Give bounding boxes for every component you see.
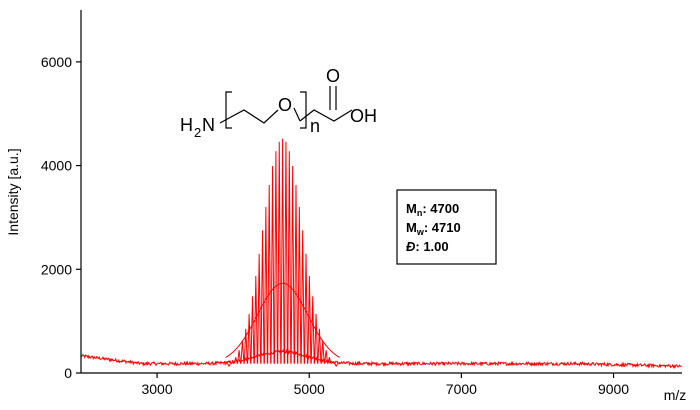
x-tick-label: 7000	[446, 381, 477, 397]
spectrum-peak	[287, 151, 292, 364]
spectrum-peak	[320, 340, 325, 364]
spectrum-peak	[247, 313, 252, 364]
spectrum-peak	[237, 350, 242, 364]
spectrum-peak	[227, 363, 231, 368]
structure-oh: OH	[350, 106, 377, 126]
stat-mn-label: M	[406, 201, 417, 216]
stat-dispersity-value: : 1.00	[415, 239, 448, 254]
tick-layer: 3000 5000 7000 9000 0 2000 4000 6000	[41, 54, 629, 397]
spectrum-peak	[273, 151, 278, 364]
spectrum-envelope	[225, 282, 340, 358]
spectrum-peak	[290, 165, 295, 364]
structure-bonds-left	[219, 109, 279, 124]
spectrum-peak	[270, 165, 275, 364]
spectrum-peak	[243, 328, 248, 364]
stat-mw-label: M	[406, 220, 417, 235]
spectrum-peak	[300, 230, 305, 364]
spectrum-peak	[310, 296, 315, 364]
y-tick-label: 2000	[41, 261, 72, 277]
spectrum-peak	[260, 230, 265, 364]
structure-ether-o: O	[278, 95, 292, 115]
repeat-bracket-right	[300, 91, 307, 129]
stat-dispersity-label: Đ	[406, 239, 416, 254]
spectrum-peak	[317, 328, 322, 364]
stat-mw-value: : 4710	[424, 220, 461, 235]
y-tick-label: 4000	[41, 158, 72, 174]
x-tick-label: 9000	[598, 381, 629, 397]
spectrum-peak	[267, 184, 272, 364]
stat-mw-sub: w	[416, 227, 425, 237]
spectrum-peak	[257, 253, 262, 364]
spectrum-peak	[240, 340, 245, 364]
spectrum-layer	[80, 138, 682, 370]
y-axis-label: Intensity [a.u.]	[5, 148, 21, 235]
structure-subscript-2: 2	[194, 125, 201, 140]
structure-h: H	[180, 115, 193, 135]
spectrum-peak	[330, 361, 335, 365]
stat-mn-sub: n	[417, 208, 423, 218]
spectrum-peak	[230, 361, 235, 365]
structure-repeat-n: n	[310, 116, 320, 136]
x-axis-label: m/z	[664, 387, 687, 403]
y-tick-label: 6000	[41, 54, 72, 70]
spectrum-peak	[233, 357, 238, 364]
spectrum-peak	[324, 350, 329, 364]
stats-box: Mn: 4700 Mw: 4710 Đ: 1.00	[396, 189, 497, 265]
x-tick-label: 3000	[141, 381, 172, 397]
stat-mn-value: : 4700	[422, 201, 459, 216]
stats-box-frame	[396, 189, 497, 265]
structure-bonds-right	[299, 109, 353, 122]
spectrum-peak	[250, 296, 255, 364]
stat-mn: Mn: 4700	[406, 201, 459, 218]
structure-bond-o	[293, 107, 301, 122]
spectrum-peak	[253, 275, 258, 364]
chemical-structure: H 2 N O n O OH	[180, 66, 377, 140]
spectrum-peak	[277, 141, 282, 364]
spectrum-peak	[283, 141, 288, 364]
spectrum-peak	[314, 313, 319, 364]
spectrum-peak	[280, 138, 285, 364]
spectrum-peak	[263, 206, 268, 364]
spectrum-peak	[327, 357, 332, 364]
stat-mw: Mw: 4710	[406, 220, 461, 237]
spectrum-peak	[293, 184, 298, 364]
y-tick-label: 0	[64, 365, 72, 381]
structure-carbonyl-o: O	[326, 66, 340, 86]
stat-dispersity: Đ: 1.00	[406, 239, 449, 254]
spectrum-peak	[304, 253, 309, 364]
repeat-bracket-left	[225, 91, 232, 129]
structure-n: N	[202, 115, 215, 135]
spectrum-peak	[334, 363, 339, 368]
x-tick-label: 5000	[294, 381, 325, 397]
spectrum-peak	[307, 275, 312, 364]
spectrum-baseline	[80, 348, 682, 370]
spectrum-peak	[297, 206, 302, 364]
